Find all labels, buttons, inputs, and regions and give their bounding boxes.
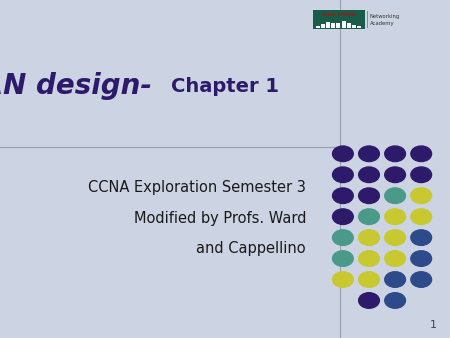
Circle shape <box>359 146 379 162</box>
FancyBboxPatch shape <box>313 10 365 29</box>
Circle shape <box>359 167 379 183</box>
Circle shape <box>359 272 379 287</box>
Circle shape <box>411 230 432 245</box>
Circle shape <box>411 146 432 162</box>
Circle shape <box>359 209 379 224</box>
Bar <box>326 22 330 28</box>
Circle shape <box>411 272 432 287</box>
Text: Modified by Profs. Ward: Modified by Profs. Ward <box>134 211 306 225</box>
Circle shape <box>333 209 353 224</box>
Circle shape <box>411 167 432 183</box>
Circle shape <box>333 146 353 162</box>
Bar <box>321 24 325 28</box>
Circle shape <box>385 146 405 162</box>
Bar <box>357 26 361 28</box>
Bar <box>331 23 335 28</box>
Circle shape <box>333 167 353 183</box>
Circle shape <box>333 230 353 245</box>
Bar <box>342 21 346 28</box>
Bar <box>315 26 320 28</box>
Text: 1: 1 <box>429 319 436 330</box>
Bar <box>352 25 356 28</box>
Circle shape <box>385 209 405 224</box>
Circle shape <box>385 188 405 203</box>
Circle shape <box>333 251 353 266</box>
Circle shape <box>385 167 405 183</box>
Circle shape <box>385 251 405 266</box>
Bar <box>337 23 341 28</box>
Text: LAN design-: LAN design- <box>0 72 162 100</box>
Circle shape <box>359 293 379 308</box>
Circle shape <box>385 293 405 308</box>
Text: Chapter 1: Chapter 1 <box>171 77 279 96</box>
Circle shape <box>385 272 405 287</box>
Circle shape <box>385 230 405 245</box>
Text: CISCO SYSTEMS: CISCO SYSTEMS <box>322 13 356 17</box>
Text: Academy: Academy <box>370 21 395 26</box>
Circle shape <box>411 188 432 203</box>
Circle shape <box>333 272 353 287</box>
Text: and Cappellino: and Cappellino <box>196 241 306 256</box>
Circle shape <box>333 188 353 203</box>
Bar <box>346 23 351 28</box>
Circle shape <box>411 209 432 224</box>
Circle shape <box>359 188 379 203</box>
Circle shape <box>359 230 379 245</box>
Text: CCNA Exploration Semester 3: CCNA Exploration Semester 3 <box>88 180 306 195</box>
Circle shape <box>411 251 432 266</box>
Text: Networking: Networking <box>370 14 400 19</box>
Circle shape <box>359 251 379 266</box>
